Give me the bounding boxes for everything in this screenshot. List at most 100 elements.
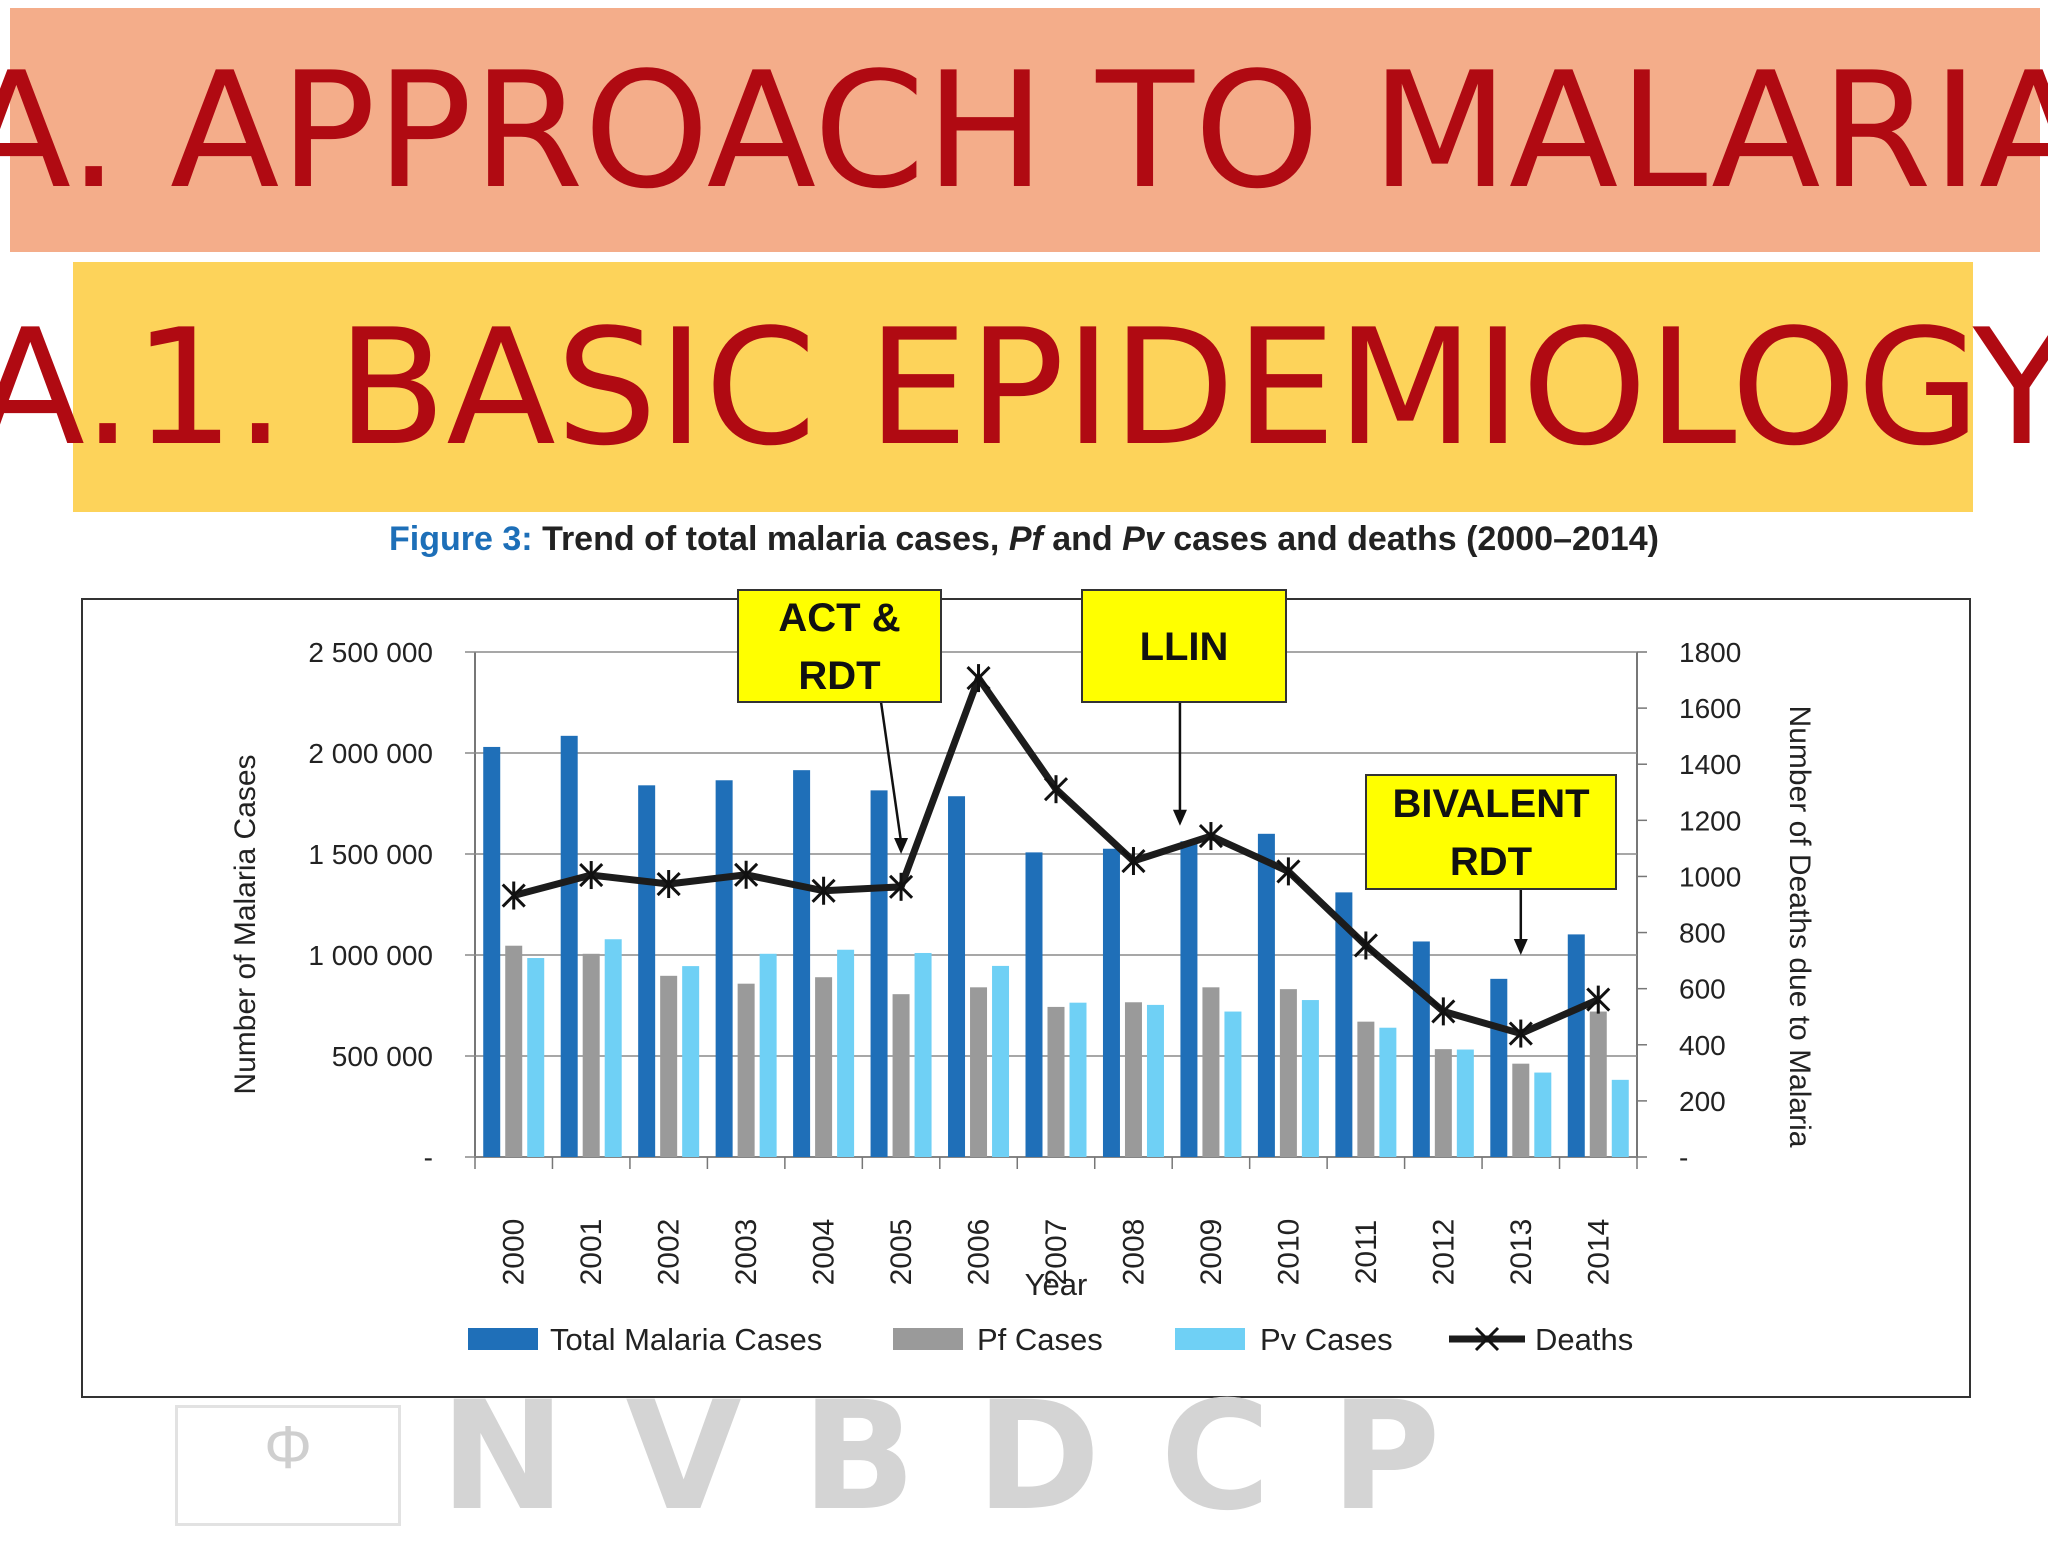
x-tick-label: 2013 xyxy=(1505,1219,1538,1286)
x-tick-label: 2009 xyxy=(1195,1219,1228,1286)
x-axis-title: Year xyxy=(1025,1267,1088,1302)
bar-total-malaria-cases xyxy=(1335,892,1353,1157)
bar-pf-cases xyxy=(892,994,910,1157)
y-tick-label: 2 500 000 xyxy=(308,637,433,668)
y-tick-label: 2 000 000 xyxy=(308,738,433,769)
annotation-label: ACT & xyxy=(778,596,900,640)
deaths-point xyxy=(811,876,836,905)
x-tick-label: 2012 xyxy=(1427,1219,1460,1286)
bar-pv-cases xyxy=(527,958,545,1157)
deaths-point xyxy=(1431,997,1456,1026)
deaths-point xyxy=(656,870,681,899)
deaths-point xyxy=(1198,822,1223,851)
bar-pf-cases xyxy=(1279,989,1297,1157)
y2-tick-label: 1800 xyxy=(1679,637,1741,668)
bar-pf-cases xyxy=(1512,1063,1530,1157)
y2-tick-label: 400 xyxy=(1679,1030,1726,1061)
x-tick-label: 2011 xyxy=(1350,1220,1383,1285)
y2-tick-label: 1600 xyxy=(1679,693,1741,724)
bar-total-malaria-cases xyxy=(948,796,966,1157)
bar-total-malaria-cases xyxy=(793,770,811,1157)
bar-total-malaria-cases xyxy=(638,785,656,1157)
y2-tick-label: 1200 xyxy=(1679,805,1741,836)
annotation-arrowhead xyxy=(894,838,909,854)
bar-pf-cases xyxy=(660,975,678,1157)
bar-pv-cases xyxy=(1379,1027,1397,1157)
x-tick-label: 2004 xyxy=(808,1219,841,1286)
bar-pv-cases xyxy=(1611,1079,1629,1157)
nvbdcp-watermark: NVBDCP xyxy=(440,1370,1501,1544)
annotation-pointer xyxy=(879,701,903,843)
x-tick-label: 2005 xyxy=(885,1219,918,1286)
bar-pv-cases xyxy=(992,965,1010,1157)
y2-tick-label: 600 xyxy=(1679,974,1726,1005)
legend-swatch xyxy=(893,1328,963,1350)
bar-pf-cases xyxy=(1357,1021,1375,1157)
annotation-label: BIVALENT xyxy=(1392,782,1589,826)
bar-pf-cases xyxy=(1589,1011,1607,1157)
y-axis-title: Number of Malaria Cases xyxy=(229,754,262,1094)
bar-pv-cases xyxy=(1146,1004,1164,1157)
bar-pv-cases xyxy=(837,949,855,1157)
x-tick-label: 2002 xyxy=(653,1219,686,1286)
y-tick-label: 500 000 xyxy=(332,1041,433,1072)
annotation-arrowhead xyxy=(1172,809,1187,826)
deaths-point xyxy=(579,861,604,890)
x-tick-label: 2010 xyxy=(1272,1219,1305,1286)
x-tick-label: 2000 xyxy=(498,1219,531,1286)
deaths-point xyxy=(966,664,991,693)
deaths-point xyxy=(734,860,759,889)
bar-total-malaria-cases xyxy=(1490,978,1508,1157)
y-tick-label: 1 500 000 xyxy=(308,839,433,870)
y2-tick-label: 1400 xyxy=(1679,749,1741,780)
deaths-point xyxy=(1043,775,1069,804)
figure-label: Figure 3: xyxy=(389,520,533,558)
y2-tick-label: - xyxy=(1679,1142,1688,1173)
bar-pf-cases xyxy=(970,987,988,1157)
slide-heading: A. APPROACH TO MALARIA xyxy=(0,8,2048,252)
legend-marker xyxy=(1474,1326,1500,1352)
x-tick-label: 2001 xyxy=(575,1219,608,1286)
bar-total-malaria-cases xyxy=(870,790,888,1157)
x-tick-label: 2007 xyxy=(1040,1219,1073,1286)
figure-title-part-3: and xyxy=(1042,520,1123,558)
bar-pv-cases xyxy=(682,966,700,1157)
annotation-label: RDT xyxy=(798,654,880,698)
bar-pf-cases xyxy=(1434,1049,1452,1157)
bar-pv-cases xyxy=(759,953,777,1157)
x-tick-label: 2003 xyxy=(730,1219,763,1286)
legend-entry: Total Malaria Cases xyxy=(468,1322,822,1357)
bar-pv-cases xyxy=(1534,1072,1552,1157)
bar-pv-cases xyxy=(1069,1002,1087,1157)
annotation-label: RDT xyxy=(1450,840,1532,884)
bar-pv-cases xyxy=(1301,1000,1319,1157)
legend-label: Pv Cases xyxy=(1260,1322,1393,1357)
legend-entry: Pf Cases xyxy=(893,1322,1103,1357)
bar-pf-cases xyxy=(815,977,833,1157)
x-tick-label: 2008 xyxy=(1117,1219,1150,1286)
legend-entry: Pv Cases xyxy=(1175,1322,1393,1357)
y2-axis-title: Number of Deaths due to Malaria xyxy=(1783,706,1816,1148)
bar-pf-cases xyxy=(737,983,755,1157)
bar-pv-cases xyxy=(1456,1049,1474,1157)
bar-total-malaria-cases xyxy=(483,746,501,1157)
bar-total-malaria-cases xyxy=(1180,841,1198,1157)
bar-pf-cases xyxy=(1202,987,1220,1157)
deaths-point xyxy=(889,872,914,901)
legend-label: Pf Cases xyxy=(977,1322,1103,1357)
bar-total-malaria-cases xyxy=(1025,852,1043,1157)
y2-tick-label: 1000 xyxy=(1679,861,1741,892)
deaths-point xyxy=(1276,857,1301,886)
bar-pv-cases xyxy=(604,939,622,1157)
figure-title: Figure 3: Trend of total malaria cases, … xyxy=(0,520,2048,559)
y2-tick-label: 800 xyxy=(1679,918,1726,949)
deaths-point xyxy=(1353,931,1378,960)
bar-total-malaria-cases xyxy=(715,780,733,1157)
annotation-box xyxy=(1081,589,1287,703)
legend-label: Total Malaria Cases xyxy=(550,1322,822,1357)
bar-pv-cases xyxy=(1224,1011,1242,1157)
bar-total-malaria-cases xyxy=(1257,833,1275,1157)
bar-pf-cases xyxy=(505,945,523,1157)
bar-pf-cases xyxy=(582,953,600,1157)
